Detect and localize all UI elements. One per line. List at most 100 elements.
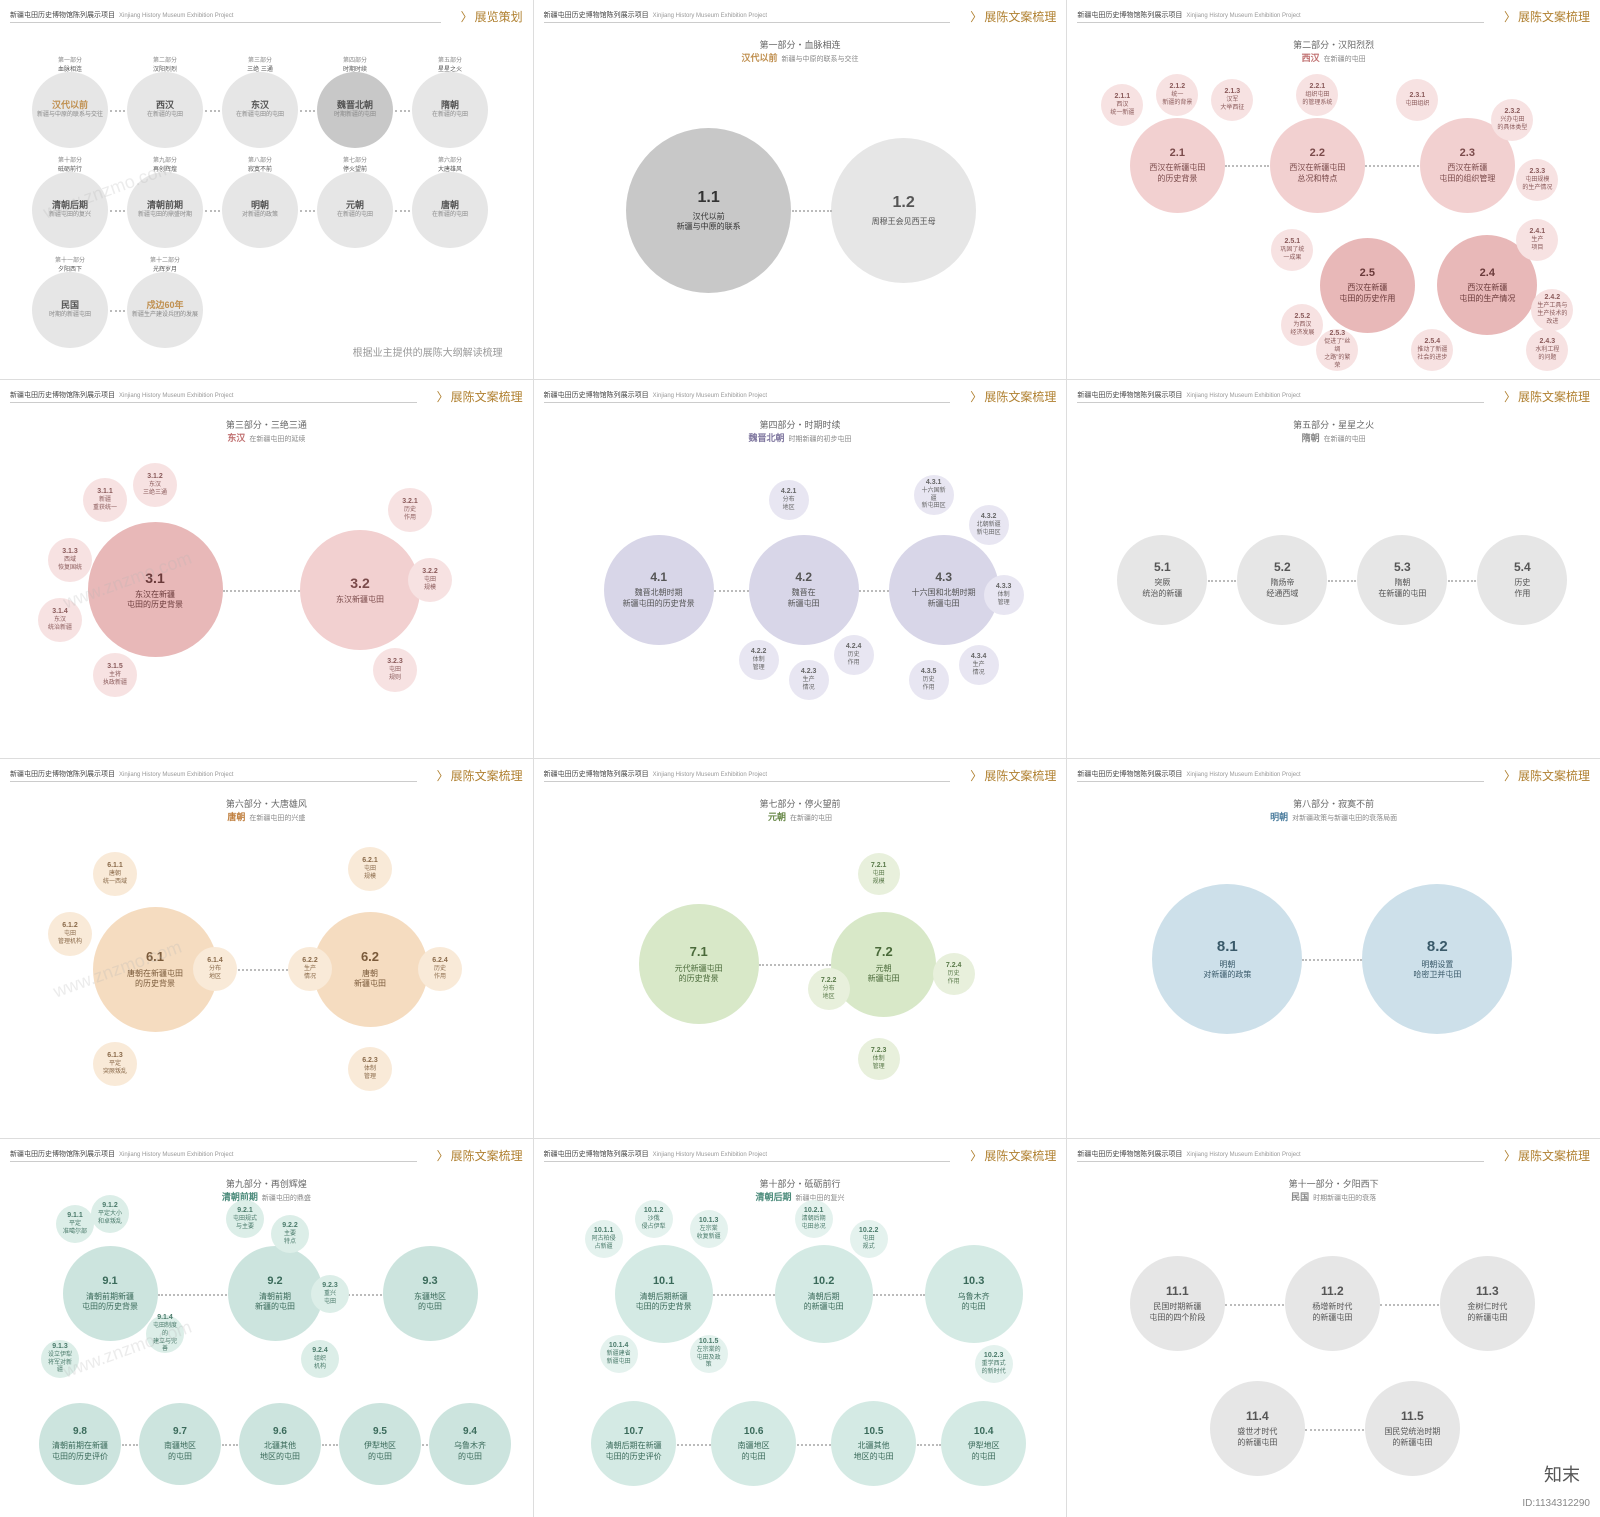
node-7.2.2: 7.2.2分布地区	[808, 968, 850, 1010]
node-10.1.5: 10.1.5左宗棠的屯田及政策	[690, 1335, 728, 1373]
node-2.1.1: 2.1.1西汉统一新疆	[1101, 84, 1143, 126]
node-10.6: 10.6南疆地区的屯田	[711, 1401, 796, 1486]
node-6.1.4: 6.1.4分布地区	[193, 947, 237, 991]
flow-node: 清朝前期新疆屯田的鼎盛时期	[127, 172, 203, 248]
node-3.2.2: 3.2.2屯田规模	[408, 558, 452, 602]
node-3.1: 3.1东汉在新疆屯田的历史背景	[88, 522, 223, 657]
node-6.2.3: 6.2.3体制管理	[348, 1047, 392, 1091]
node-3.1.2: 3.1.2东汉三绝三通	[133, 463, 177, 507]
node-11.5: 11.5国民党统治时期的新疆屯田	[1365, 1381, 1460, 1476]
node-11.1: 11.1民国时期新疆屯田的四个阶段	[1130, 1256, 1225, 1351]
node-2.1.2: 2.1.2统一新疆的背景	[1156, 74, 1198, 116]
node-10.2.3: 10.2.3重学西式的新时代	[975, 1345, 1013, 1383]
panel-3: 新疆屯田历史博物馆陈列展示项目Xinjiang History Museum E…	[1067, 0, 1600, 379]
node-9.2.1: 9.2.1屯田规式与主要	[226, 1200, 264, 1238]
node-9.3: 9.3东疆地区的屯田	[383, 1246, 478, 1341]
node-3.2.1: 3.2.1历史作用	[388, 488, 432, 532]
node-6.1.2: 6.1.2屯田管理机构	[48, 912, 92, 956]
node-3.1.5: 3.1.5主将执政新疆	[93, 653, 137, 697]
panel-grid: 新疆屯田历史博物馆陈列展示项目Xinjiang History Museum E…	[0, 0, 1600, 1517]
flow-node: 唐朝在新疆的屯田	[412, 172, 488, 248]
panel-5: 新疆屯田历史博物馆陈列展示项目Xinjiang History Museum E…	[534, 380, 1067, 759]
node-2.5.4: 2.5.4推动了新疆社会的进步	[1411, 329, 1453, 371]
node-2.3.2: 2.3.2兴办屯田的具体类型	[1491, 99, 1533, 141]
node-9.8: 9.8清朝前期在新疆屯田的历史评价	[39, 1403, 121, 1485]
node-9.5: 9.5伊犁地区的屯田	[339, 1403, 421, 1485]
flow-node: 隋朝在新疆的屯田	[412, 72, 488, 148]
node-10.5: 10.5北疆其他地区的屯田	[831, 1401, 916, 1486]
node-5.2: 5.2隋炀帝经通西域	[1237, 535, 1327, 625]
node-9.1.1: 9.1.1平定准噶尔部	[56, 1205, 94, 1243]
node-7.1: 7.1元代新疆屯田的历史背景	[639, 904, 759, 1024]
node-3.1.1: 3.1.1新疆重获统一	[83, 478, 127, 522]
panel-6: 新疆屯田历史博物馆陈列展示项目Xinjiang History Museum E…	[1067, 380, 1600, 759]
node-9.2.4: 9.2.4组织机构	[301, 1340, 339, 1378]
node-8.2: 8.2明朝设置哈密卫并屯田	[1362, 884, 1512, 1034]
node-9.4: 9.4乌鲁木齐的屯田	[429, 1403, 511, 1485]
node-10.2: 10.2清朝后期的新疆屯田	[775, 1245, 873, 1343]
node-9.1.3: 9.1.3设立伊犁将军对新疆	[41, 1340, 79, 1378]
node-4.3: 4.3十六国和北朝时期新疆屯田	[889, 535, 999, 645]
panel-1: 新疆屯田历史博物馆陈列展示项目Xinjiang History Museum E…	[0, 0, 533, 379]
node-4.3.3: 4.3.3体制管理	[984, 575, 1024, 615]
flow-node: 清朝后期新疆屯田的复兴	[32, 172, 108, 248]
node-3.2.3: 3.2.3屯田规则	[373, 648, 417, 692]
node-2.1: 2.1西汉在新疆屯田的历史背景	[1130, 118, 1225, 213]
panel-12: 新疆屯田历史博物馆陈列展示项目Xinjiang History Museum E…	[1067, 1139, 1600, 1517]
node-2.5.1: 2.5.1巩固了统一成果	[1271, 229, 1313, 271]
node-9.1.4: 9.1.4屯田制度的建立与完善	[146, 1315, 184, 1353]
node-2.4.2: 2.4.2生产工具与生产技术的改进	[1531, 289, 1573, 331]
node-4.1: 4.1魏晋北朝时期新疆屯田的历史背景	[604, 535, 714, 645]
note: 根据业主提供的展陈大纲解读梳理	[353, 344, 503, 359]
node-7.2: 7.2元朝新疆屯田	[831, 912, 936, 1017]
node-3.1.4: 3.1.4东汉统治新疆	[38, 598, 82, 642]
node-9.2: 9.2清朝前期新疆的屯田	[228, 1246, 323, 1341]
flow-node: 民国时期的新疆屯田	[32, 272, 108, 348]
node-3.2: 3.2东汉新疆屯田	[300, 530, 420, 650]
node-9.2.3: 9.2.3重兴屯田	[311, 1275, 349, 1313]
panel-11: 新疆屯田历史博物馆陈列展示项目Xinjiang History Museum E…	[534, 1139, 1067, 1517]
panel-8: 新疆屯田历史博物馆陈列展示项目Xinjiang History Museum E…	[534, 759, 1067, 1138]
node-1.1: 1.1汉代以前新疆与中原的联系	[626, 128, 791, 293]
flow-node: 元朝在新疆的屯田	[317, 172, 393, 248]
node-10.1: 10.1清朝后期新疆屯田的历史背景	[615, 1245, 713, 1343]
node-4.3.2: 4.3.2北朝新疆新屯田区	[969, 505, 1009, 545]
node-4.2.4: 4.2.4历史作用	[834, 635, 874, 675]
flow-node: 汉代以前新疆与中原的联系与交往	[32, 72, 108, 148]
brand-logo: 知末	[1544, 1461, 1580, 1487]
node-2.3.3: 2.3.3屯田规模的生产情况	[1516, 159, 1558, 201]
flow-node: 魏晋北朝时期新疆的屯田	[317, 72, 393, 148]
node-10.1.1: 10.1.1阿古柏侵占新疆	[585, 1220, 623, 1258]
node-9.6: 9.6北疆其他地区的屯田	[239, 1403, 321, 1485]
node-10.2.1: 10.2.1清朝后期屯田总况	[795, 1200, 833, 1238]
node-10.7: 10.7清朝后期在新疆屯田的历史评价	[591, 1401, 676, 1486]
node-4.3.4: 4.3.4生产情况	[959, 645, 999, 685]
node-10.1.3: 10.1.3左宗棠收复新疆	[690, 1210, 728, 1248]
node-10.1.4: 10.1.4新疆建省新疆屯田	[600, 1335, 638, 1373]
node-7.2.4: 7.2.4历史作用	[933, 953, 975, 995]
node-6.2.2: 6.2.2生产情况	[288, 947, 332, 991]
node-11.4: 11.4盛世才时代的新疆屯田	[1210, 1381, 1305, 1476]
id-label: ID:1134312290	[1522, 1498, 1590, 1509]
node-6.1.1: 6.1.1唐朝统一西域	[93, 852, 137, 896]
node-7.2.3: 7.2.3体制管理	[858, 1038, 900, 1080]
node-6.1.3: 6.1.3平定突厥叛乱	[93, 1042, 137, 1086]
node-4.2.3: 4.2.3生产情况	[789, 660, 829, 700]
panel-4: 新疆屯田历史博物馆陈列展示项目Xinjiang History Museum E…	[0, 380, 533, 759]
panel-10: 新疆屯田历史博物馆陈列展示项目Xinjiang History Museum E…	[0, 1139, 533, 1517]
node-4.2.1: 4.2.1分布地区	[769, 480, 809, 520]
panel-2: 新疆屯田历史博物馆陈列展示项目Xinjiang History Museum E…	[534, 0, 1067, 379]
node-4.3.5: 4.3.5历史作用	[909, 660, 949, 700]
node-2.5.3: 2.5.3促进了"丝绸之路"的繁荣	[1316, 329, 1358, 371]
node-3.1.3: 3.1.3西域恢复国统	[48, 538, 92, 582]
node-6.2.4: 6.2.4历史作用	[418, 947, 462, 991]
node-5.1: 5.1突厥统治的新疆	[1117, 535, 1207, 625]
panel-9: 新疆屯田历史博物馆陈列展示项目Xinjiang History Museum E…	[1067, 759, 1600, 1138]
node-7.2.1: 7.2.1屯田规模	[858, 853, 900, 895]
node-5.3: 5.3隋朝在新疆的屯田	[1357, 535, 1447, 625]
node-10.2.2: 10.2.2屯田规式	[850, 1220, 888, 1258]
flow-node: 明朝对新疆的政策	[222, 172, 298, 248]
node-10.3: 10.3乌鲁木齐的屯田	[925, 1245, 1023, 1343]
node-2.1.3: 2.1.3汉军大举西征	[1211, 79, 1253, 121]
node-4.3.1: 4.3.1十六国新疆新屯田区	[914, 475, 954, 515]
